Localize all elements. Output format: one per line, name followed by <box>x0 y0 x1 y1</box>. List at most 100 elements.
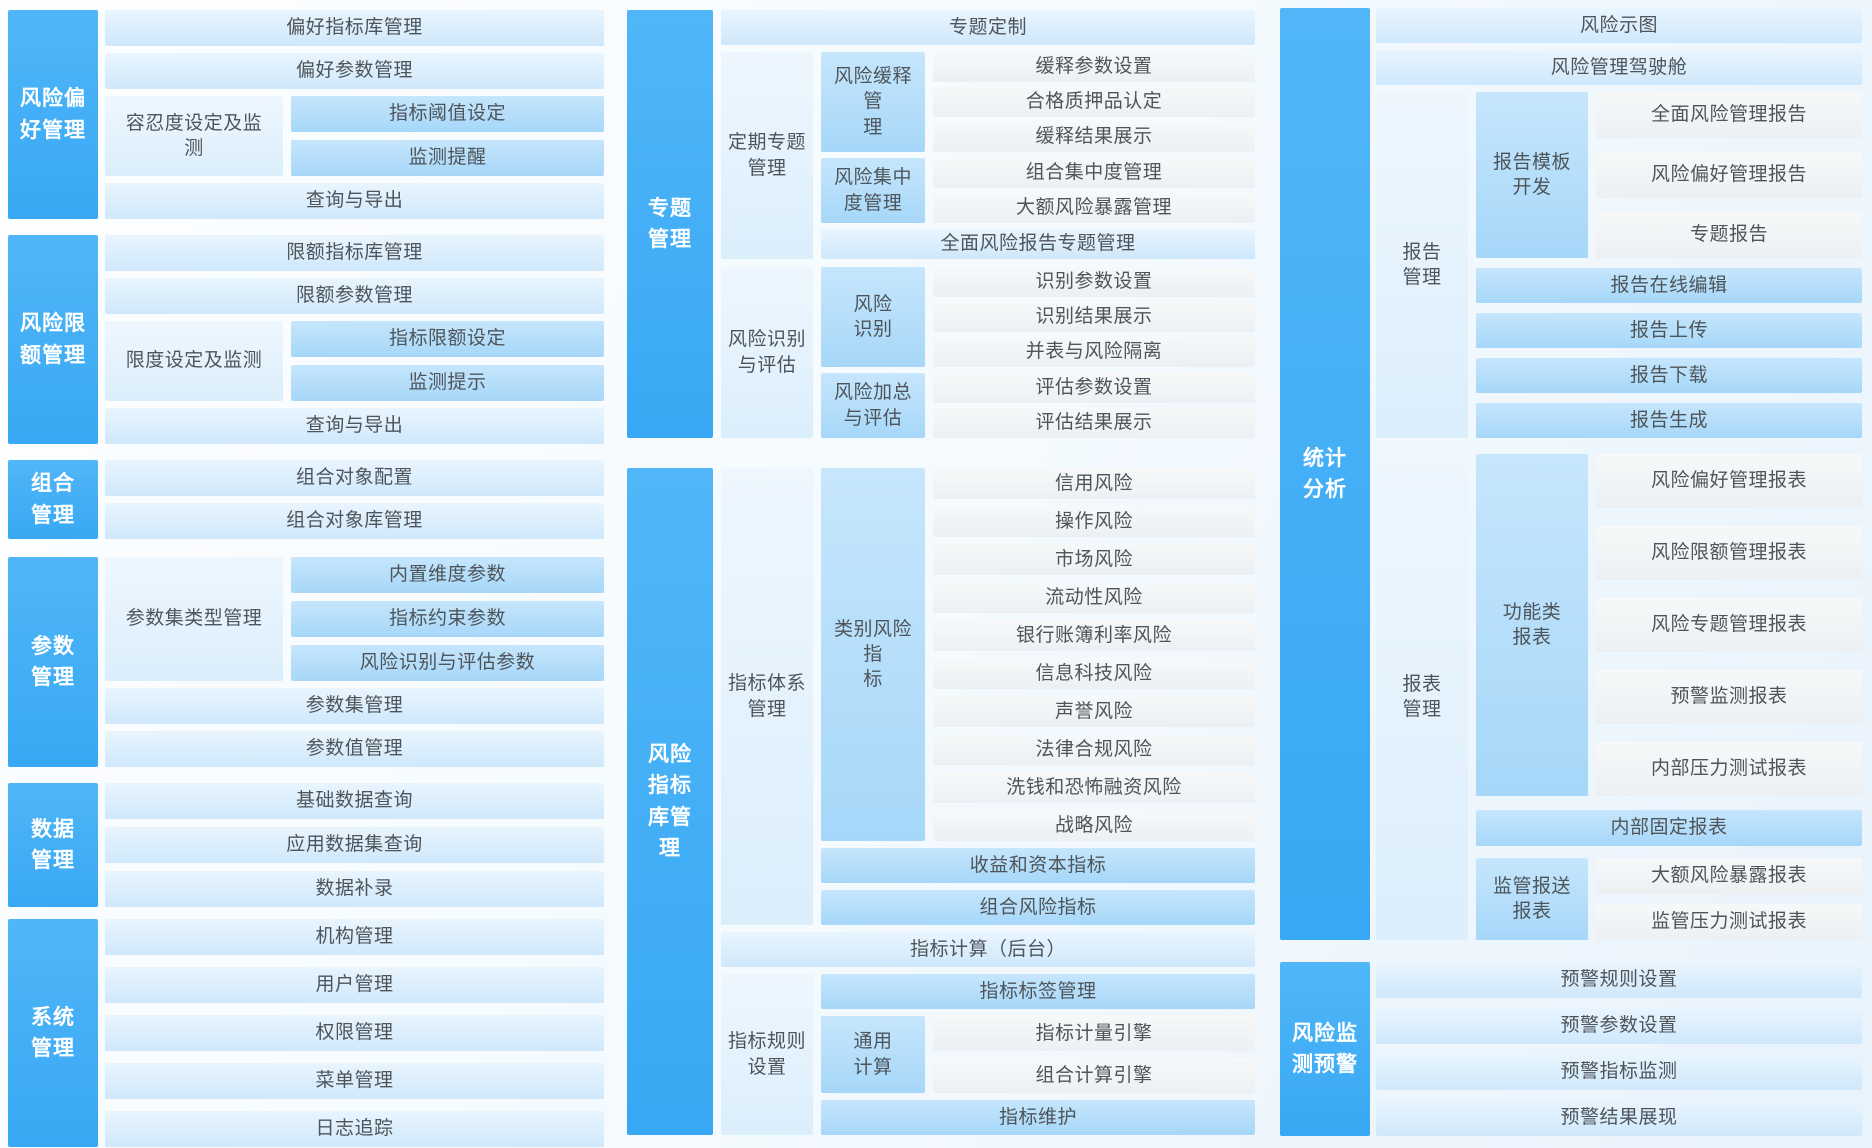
menu-cell: 风险示图 <box>1376 8 1862 43</box>
group-statement-mgmt: 报表 管理 功能类 报表 风险偏好管理报表 风险限额管理报表 风险专题管理报表 … <box>1376 454 1862 940</box>
group-indicator-system: 指标体系 管理 类别风险指 标 信用风险 操作风险 市场风险 流动性风险 银行账… <box>721 468 1255 925</box>
menu-cell: 权限管理 <box>105 1015 604 1051</box>
menu-cell: 内部固定报表 <box>1476 810 1862 846</box>
leaf-cell: 指标阈值设定 <box>291 96 604 132</box>
module-bar-statistics: 统计 分析 <box>1280 8 1370 940</box>
subgroup-category-risk: 类别风险指 标 信用风险 操作风险 市场风险 流动性风险 银行账簿利率风险 信息… <box>821 468 1255 841</box>
module-bar-indicator-library: 风险 指标 库管 理 <box>627 468 713 1135</box>
subgroup-label: 风险 识别 <box>821 267 925 367</box>
group-label: 定期专题 管理 <box>721 52 813 259</box>
subgroup-label: 风险缓释管 理 <box>821 52 925 152</box>
leaf-cell: 监测提醒 <box>291 140 604 176</box>
menu-cell: 预警参数设置 <box>1376 1008 1862 1044</box>
menu-cell: 组合风险指标 <box>821 890 1255 925</box>
group-label: 风险识别 与评估 <box>721 267 813 438</box>
module-block-parameter: 参数 管理 参数集类型管理 内置维度参数 指标约束参数 风险识别与评估参数 参数… <box>8 557 604 767</box>
leaf-cell: 风险限额管理报表 <box>1596 526 1862 580</box>
module-bar-system: 系统 管理 <box>8 919 98 1147</box>
menu-cell: 组合对象配置 <box>105 460 604 496</box>
leaf-cell: 预警监测报表 <box>1596 670 1862 724</box>
module-block-special-topic: 专题 管理 专题定制 定期专题 管理 风险缓释管 理 缓释参数设置 合格质押品认… <box>627 10 1255 438</box>
subgroup-general-calc: 通用 计算 指标计量引擎 组合计算引擎 <box>821 1016 1255 1093</box>
subgroup-label: 通用 计算 <box>821 1016 925 1093</box>
leaf-cell: 大额风险暴露管理 <box>933 193 1255 223</box>
menu-cell: 限额指标库管理 <box>105 235 604 271</box>
module-block-portfolio: 组合 管理 组合对象配置 组合对象库管理 <box>8 460 604 539</box>
menu-cell: 收益和资本指标 <box>821 848 1255 883</box>
menu-cell: 专题定制 <box>721 10 1255 45</box>
menu-cell: 报告上传 <box>1476 313 1862 348</box>
subgroup-label: 类别风险指 标 <box>821 468 925 841</box>
leaf-cell: 操作风险 <box>933 506 1255 537</box>
leaf-cell: 指标限额设定 <box>291 321 604 357</box>
subgroup-mitigation: 风险缓释管 理 缓释参数设置 合格质押品认定 缓释结果展示 <box>821 52 1255 152</box>
leaf-cell: 指标计量引擎 <box>933 1016 1255 1051</box>
left-column: 风险偏 好管理 偏好指标库管理 偏好参数管理 容忍度设定及监 测 指标阈值设定 … <box>8 10 604 1147</box>
menu-cell: 菜单管理 <box>105 1063 604 1099</box>
module-block-risk-monitoring: 风险监 测预警 预警规则设置 预警参数设置 预警指标监测 预警结果展现 <box>1280 962 1862 1136</box>
subgroup-label: 报告模板 开发 <box>1476 92 1588 258</box>
module-bar-data: 数据 管理 <box>8 783 98 907</box>
leaf-cell: 监测提示 <box>291 365 604 401</box>
menu-cell: 偏好指标库管理 <box>105 10 604 46</box>
module-bar-risk-limit: 风险限 额管理 <box>8 235 98 444</box>
group-indicator-rule: 指标规则 设置 指标标签管理 通用 计算 指标计量引擎 组合计算引擎 指标维护 <box>721 974 1255 1135</box>
group-label: 指标体系 管理 <box>721 468 813 925</box>
menu-cell: 查询与导出 <box>105 183 604 219</box>
module-block-risk-appetite: 风险偏 好管理 偏好指标库管理 偏好参数管理 容忍度设定及监 测 指标阈值设定 … <box>8 10 604 219</box>
leaf-cell: 信用风险 <box>933 468 1255 499</box>
menu-cell: 日志追踪 <box>105 1111 604 1147</box>
menu-cell: 风险管理驾驶舱 <box>1376 50 1862 85</box>
leaf-cell: 信息科技风险 <box>933 658 1255 689</box>
menu-cell: 参数值管理 <box>105 731 604 767</box>
leaf-cell: 识别结果展示 <box>933 302 1255 332</box>
menu-cell: 指标计算（后台） <box>721 932 1255 967</box>
leaf-cell: 监管压力测试报表 <box>1596 904 1862 940</box>
right-column: 统计 分析 风险示图 风险管理驾驶舱 报告 管理 报告模板 开发 全面风险管理报… <box>1280 8 1862 1136</box>
leaf-cell: 银行账簿利率风险 <box>933 620 1255 651</box>
subgroup-label: 功能类 报表 <box>1476 454 1588 796</box>
module-bar-risk-appetite: 风险偏 好管理 <box>8 10 98 219</box>
menu-cell: 参数集管理 <box>105 688 604 724</box>
subgroup-report-template: 报告模板 开发 全面风险管理报告 风险偏好管理报告 专题报告 <box>1476 92 1862 258</box>
group-report-mgmt: 报告 管理 报告模板 开发 全面风险管理报告 风险偏好管理报告 专题报告 报告在… <box>1376 92 1862 438</box>
menu-cell: 指标维护 <box>821 1100 1255 1135</box>
subgroup-label: 监管报送 报表 <box>1476 858 1588 940</box>
subgroup-concentration: 风险集中 度管理 组合集中度管理 大额风险暴露管理 <box>821 158 1255 223</box>
leaf-cell: 声誉风险 <box>933 696 1255 727</box>
group-periodic-topic: 定期专题 管理 风险缓释管 理 缓释参数设置 合格质押品认定 缓释结果展示 风险… <box>721 52 1255 259</box>
leaf-cell: 组合计算引擎 <box>933 1058 1255 1093</box>
menu-cell: 预警结果展现 <box>1376 1100 1862 1136</box>
leaf-cell: 大额风险暴露报表 <box>1596 858 1862 894</box>
group-label: 报表 管理 <box>1376 454 1468 940</box>
menu-cell: 查询与导出 <box>105 408 604 444</box>
leaf-cell: 评估参数设置 <box>933 373 1255 403</box>
module-block-system: 系统 管理 机构管理 用户管理 权限管理 菜单管理 日志追踪 <box>8 919 604 1147</box>
menu-cell: 报告在线编辑 <box>1476 268 1862 303</box>
menu-cell: 组合对象库管理 <box>105 503 604 539</box>
menu-cell: 应用数据集查询 <box>105 827 604 863</box>
leaf-cell: 风险偏好管理报告 <box>1596 152 1862 198</box>
subgroup-label: 风险集中 度管理 <box>821 158 925 223</box>
split-row: 容忍度设定及监 测 指标阈值设定 监测提醒 <box>105 96 604 176</box>
menu-cell: 用户管理 <box>105 967 604 1003</box>
menu-cell: 报告下载 <box>1476 358 1862 393</box>
leaf-cell: 合格质押品认定 <box>933 87 1255 117</box>
menu-cell: 数据补录 <box>105 871 604 907</box>
leaf-cell: 市场风险 <box>933 544 1255 575</box>
leaf-cell: 全面风险管理报告 <box>1596 92 1862 138</box>
leaf-cell: 并表与风险隔离 <box>933 337 1255 367</box>
subgroup-functional-statement: 功能类 报表 风险偏好管理报表 风险限额管理报表 风险专题管理报表 预警监测报表… <box>1476 454 1862 796</box>
subgroup-label: 风险加总 与评估 <box>821 373 925 438</box>
leaf-cell: 专题报告 <box>1596 212 1862 258</box>
leaf-cell: 洗钱和恐怖融资风险 <box>933 772 1255 803</box>
subgroup-recognition: 风险 识别 识别参数设置 识别结果展示 并表与风险隔离 <box>821 267 1255 367</box>
module-bar-special-topic: 专题 管理 <box>627 10 713 438</box>
leaf-cell: 内置维度参数 <box>291 557 604 593</box>
menu-cell: 预警规则设置 <box>1376 962 1862 998</box>
leaf-cell: 识别参数设置 <box>933 267 1255 297</box>
menu-cell: 指标标签管理 <box>821 974 1255 1009</box>
menu-cell: 机构管理 <box>105 919 604 955</box>
leaf-cell: 风险偏好管理报表 <box>1596 454 1862 508</box>
module-block-risk-limit: 风险限 额管理 限额指标库管理 限额参数管理 限度设定及监测 指标限额设定 监测… <box>8 235 604 444</box>
